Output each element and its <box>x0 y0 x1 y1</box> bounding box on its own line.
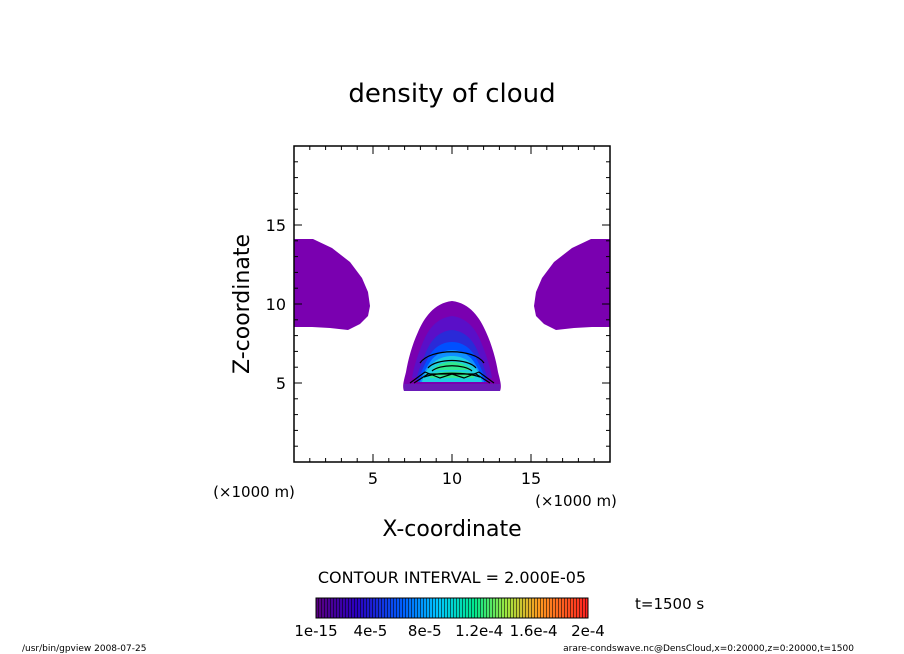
colorbar-label: 1e-15 <box>294 622 337 640</box>
y-axis-label: Z-coordinate <box>230 234 255 374</box>
axis-ticks <box>293 145 611 463</box>
footer-left: /usr/bin/gpview 2008-07-25 <box>22 644 146 654</box>
contour-interval-text: CONTOUR INTERVAL = 2.000E-05 <box>318 568 586 587</box>
footer-right: arare-condswave.nc@DensCloud,x=0:20000,z… <box>563 644 854 654</box>
x-unit-label-left: (×1000 m) <box>213 483 295 501</box>
x-tick-label: 5 <box>368 469 378 488</box>
colorbar-label: 2e-4 <box>571 622 605 640</box>
y-tick-label: 5 <box>276 374 286 393</box>
colorbar-labels: 1e-15 4e-5 8e-5 1.2e-4 1.6e-4 2e-4 <box>294 622 605 640</box>
x-axis-label: X-coordinate <box>382 517 521 542</box>
chart-title: density of cloud <box>348 79 555 109</box>
plot-area: 5 10 15 5 10 15 <box>266 145 611 488</box>
colorbar-label: 1.6e-4 <box>510 622 558 640</box>
time-label: t=1500 s <box>635 595 704 613</box>
x-unit-label-right: (×1000 m) <box>535 492 617 510</box>
y-tick-label: 10 <box>266 295 286 314</box>
colorbar-label: 4e-5 <box>354 622 388 640</box>
x-tick-label: 10 <box>442 469 462 488</box>
colorbar-label: 8e-5 <box>408 622 442 640</box>
x-tick-label: 15 <box>521 469 541 488</box>
y-tick-label: 15 <box>266 216 286 235</box>
axis-tick-labels: 5 10 15 5 10 15 <box>266 216 542 488</box>
right-cloud-lobe <box>534 239 610 330</box>
central-cloud <box>403 301 501 391</box>
left-cloud-lobe <box>294 239 370 330</box>
colorbar <box>315 597 589 619</box>
colorbar-label: 1.2e-4 <box>455 622 503 640</box>
